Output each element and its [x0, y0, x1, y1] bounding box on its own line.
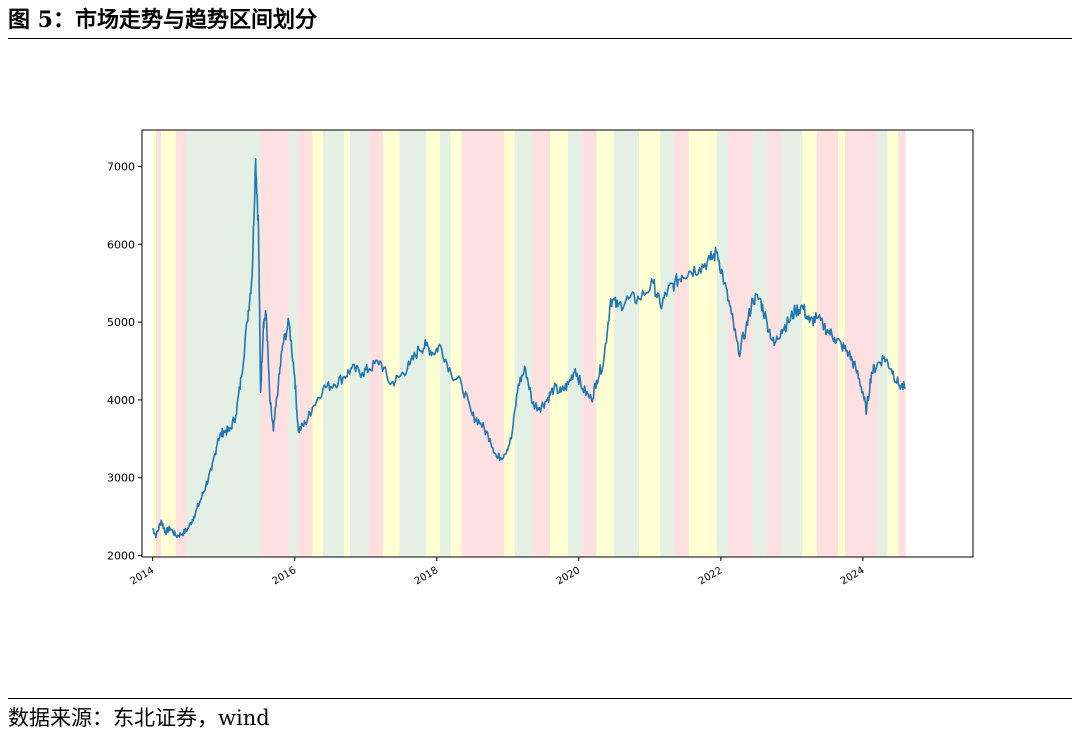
- regime-band-range: [504, 129, 516, 558]
- line-chart: 2000 3000 4000 5000 6000 7000 2014 2016 2018 202…: [107, 129, 974, 587]
- regime-band-range: [638, 129, 661, 558]
- regime-band-down: [369, 129, 384, 558]
- price-line-layer: [151, 157, 906, 539]
- regime-band-down: [898, 129, 906, 558]
- regime-band-down: [674, 129, 690, 558]
- x-tick-label: 2014: [129, 565, 157, 587]
- y-tick-label: 4000: [107, 394, 135, 407]
- y-axis: 2000 3000 4000 5000 6000 7000: [107, 161, 142, 562]
- regime-band-up: [322, 129, 345, 558]
- y-tick-label: 5000: [107, 316, 135, 329]
- regime-band-up: [717, 129, 729, 558]
- plot-frame: [141, 129, 974, 558]
- regime-band-down: [532, 129, 551, 558]
- y-tick-label: 2000: [107, 549, 135, 562]
- title-rule: [8, 38, 1072, 39]
- regime-band-up: [781, 129, 803, 558]
- x-tick-label: 2022: [697, 565, 725, 587]
- regime-band-up: [440, 129, 452, 558]
- y-tick-label: 6000: [107, 238, 135, 251]
- regime-band-range: [312, 129, 324, 558]
- price-line-0: [151, 157, 906, 539]
- regime-band-range: [802, 129, 817, 558]
- x-tick-label: 2016: [271, 565, 299, 587]
- source-note: 数据来源：东北证券，wind: [8, 706, 270, 730]
- regime-band-range: [450, 129, 462, 558]
- regime-band-range: [887, 129, 899, 558]
- regime-band-up: [399, 129, 427, 558]
- x-tick-label: 2024: [839, 565, 867, 587]
- regime-band-range: [344, 129, 351, 558]
- regime-band-down: [298, 129, 313, 558]
- regime-band-down: [156, 129, 162, 558]
- regime-band-up: [567, 129, 583, 558]
- regime-band-range: [383, 129, 401, 558]
- regime-band-down: [727, 129, 754, 558]
- regime-band-up: [288, 129, 299, 558]
- regime-bands: [152, 129, 906, 558]
- regime-band-down: [461, 129, 505, 558]
- x-tick-label: 2018: [413, 565, 441, 587]
- source-rule: [8, 698, 1072, 699]
- x-axis: 2014 2016 2018 2020 2022 2024: [129, 557, 867, 587]
- regime-band-down: [175, 129, 187, 558]
- regime-band-down: [582, 129, 597, 558]
- regime-band-range: [425, 129, 441, 558]
- regime-band-down: [844, 129, 878, 558]
- regime-band-up: [660, 129, 675, 558]
- regime-band-up: [186, 129, 261, 558]
- x-tick-label: 2020: [555, 565, 583, 587]
- y-tick-label: 7000: [107, 161, 135, 174]
- y-tick-label: 3000: [107, 472, 135, 485]
- regime-band-range: [160, 129, 177, 558]
- regime-band-range: [688, 129, 718, 558]
- regime-band-up: [876, 129, 888, 558]
- regime-band-range: [152, 129, 157, 558]
- regime-band-up: [349, 129, 370, 558]
- figure-title: 图 5：市场走势与趋势区间划分: [8, 7, 317, 33]
- regime-band-up: [752, 129, 768, 558]
- regime-band-up: [614, 129, 640, 558]
- regime-band-down: [260, 129, 290, 558]
- regime-band-range: [550, 129, 569, 558]
- regime-band-up: [514, 129, 533, 558]
